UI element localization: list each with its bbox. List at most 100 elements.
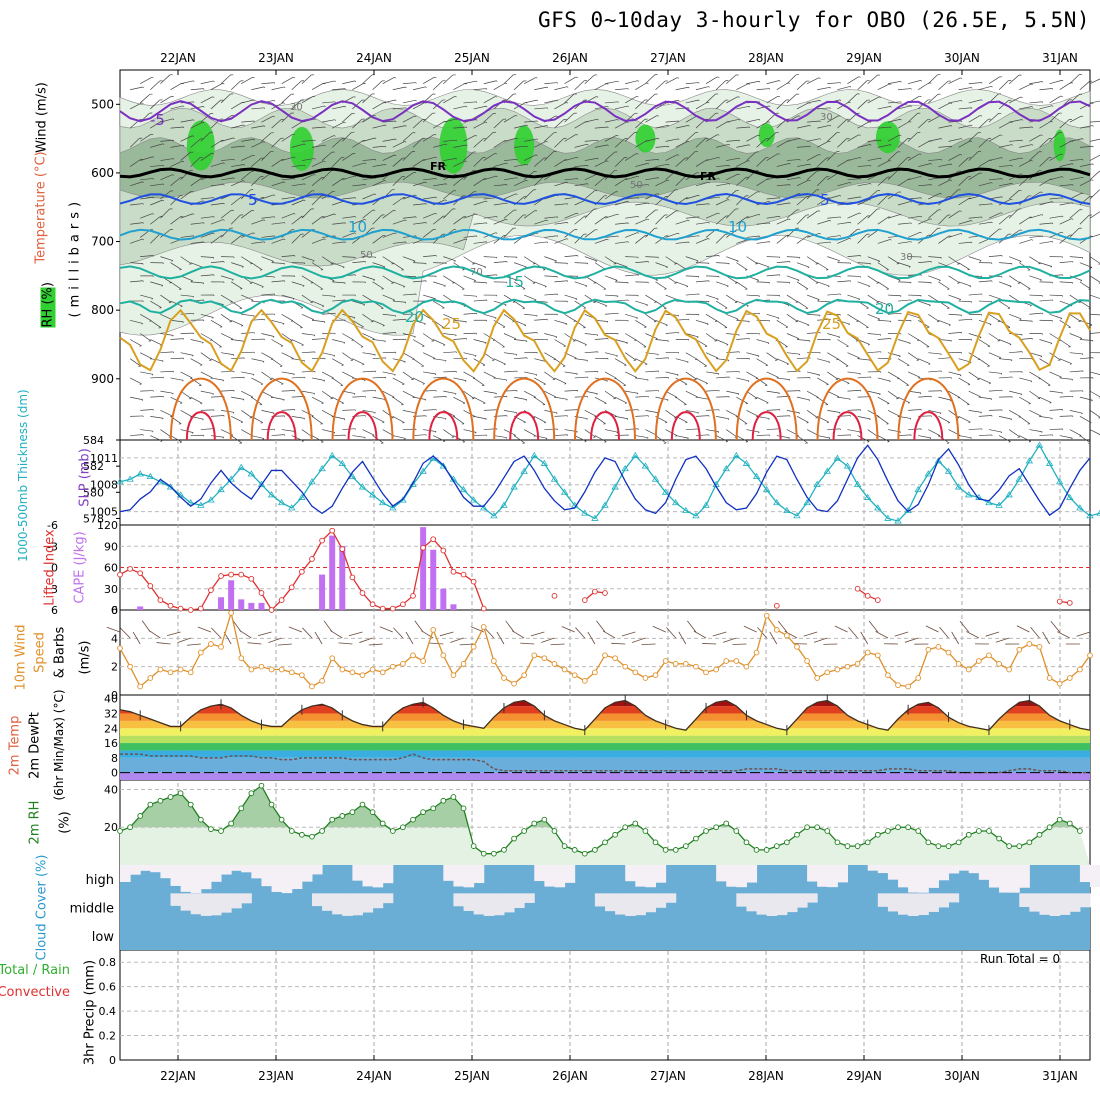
wind-barb	[291, 376, 305, 379]
wind-barb	[129, 158, 142, 167]
wind-barb	[796, 262, 810, 268]
cloud-high-gap	[271, 865, 283, 892]
wind-barb	[857, 183, 871, 187]
wind-barb-flag	[476, 80, 478, 83]
wind-barb	[837, 280, 851, 283]
wind-barb-flag	[333, 355, 336, 357]
wind-barb	[877, 106, 891, 110]
cloud-high-gap	[301, 865, 313, 882]
wind-barb	[918, 300, 931, 306]
cloud-mid-gap	[221, 893, 232, 913]
wind-barb	[584, 351, 598, 354]
wind-barb	[645, 294, 657, 303]
t2-tick-label: 40	[104, 693, 118, 706]
wind-barb	[311, 126, 325, 129]
wind-barb	[625, 274, 639, 277]
wind-barb-flag	[827, 285, 830, 288]
cloud-mid-gap	[928, 893, 939, 912]
wind10-barb	[959, 620, 970, 633]
wind-barb	[392, 241, 406, 244]
wind10-barb	[148, 629, 161, 639]
wind-barb	[625, 256, 639, 258]
wind-barb-flag	[172, 158, 175, 160]
cloud-high-gap	[544, 865, 555, 887]
wind-barb	[665, 371, 679, 376]
wind-barb-flag	[688, 125, 690, 127]
wind-barb-flag	[859, 157, 862, 159]
wind-barb-flag	[162, 418, 164, 420]
wind-barb-flag	[858, 298, 861, 301]
wind-barb	[554, 377, 567, 384]
cloud-high-gap	[291, 865, 303, 890]
wind-barb	[615, 105, 628, 110]
thickness-tick-label: 582	[83, 460, 104, 473]
wind-barb-flag	[617, 80, 619, 83]
li-tick-label: 0	[51, 562, 58, 575]
wind-barb	[170, 216, 182, 225]
wind-barb-flag	[1021, 119, 1023, 121]
wind-barb	[685, 390, 698, 398]
wind-barb-flag	[1052, 241, 1054, 243]
wind-barb	[463, 213, 476, 219]
wind10-point	[854, 660, 861, 667]
wind-barb-flag	[758, 81, 761, 83]
wind-barb	[514, 163, 527, 167]
wind-barb-flag	[1031, 144, 1034, 146]
wind10-point	[1006, 666, 1013, 673]
wind-barb	[1079, 163, 1093, 167]
wind-barb	[402, 115, 415, 123]
wind-barb	[806, 154, 819, 161]
cape-bar	[228, 580, 235, 610]
wind-barb	[715, 199, 729, 206]
wind-barb-flag	[152, 197, 154, 199]
wind-barb	[968, 82, 982, 85]
wind-barb	[382, 77, 395, 85]
wind-barb	[624, 132, 635, 142]
wind-barb	[776, 435, 790, 439]
wind-barb	[665, 410, 677, 419]
wind-barb-flag	[394, 232, 397, 234]
wind-barb-flag	[193, 235, 195, 237]
wind-barb-flag	[303, 360, 305, 362]
cloud-high-gap	[625, 865, 636, 882]
date-label-bottom: 24JAN	[356, 1069, 392, 1083]
wind-barb	[807, 313, 821, 316]
wind-barb	[544, 151, 554, 161]
wind-barb	[332, 121, 344, 129]
wind-barb-flag	[746, 305, 749, 307]
isotherm-35-dome	[832, 411, 863, 441]
wind-barb	[998, 416, 1012, 420]
wind-barb	[928, 115, 940, 123]
wind-barb	[241, 120, 255, 123]
wind-barb	[736, 160, 749, 167]
wind-barb	[554, 415, 568, 417]
wind-barb	[594, 160, 607, 167]
wind-barb-flag	[725, 441, 728, 443]
wind-barb	[1059, 358, 1072, 365]
wind-barb	[129, 377, 142, 385]
wind-barb	[523, 275, 536, 284]
wind-barb	[1029, 151, 1040, 161]
wind-barb	[382, 294, 395, 301]
wind-barb	[554, 203, 568, 206]
wind10-point	[824, 669, 831, 676]
wind-barb	[776, 218, 789, 225]
wind-barb	[362, 193, 375, 200]
wind-barb	[473, 241, 487, 244]
wind-barb-flag	[251, 299, 254, 302]
wind-barb	[736, 105, 750, 110]
wind-barb	[817, 377, 829, 385]
wind-barb	[796, 214, 807, 225]
rh-shade-90	[514, 125, 535, 166]
wind-barb	[140, 352, 152, 359]
wind-barb	[988, 333, 1000, 342]
wind10-barb	[368, 643, 383, 646]
rh2m-point	[895, 824, 901, 831]
wind-barb-flag	[404, 361, 406, 363]
wind-barb-flag	[293, 213, 296, 215]
date-label-top: 24JAN	[356, 51, 392, 65]
lifted-index-point	[420, 544, 426, 551]
wind-barb	[564, 255, 578, 257]
wind-barb	[210, 319, 223, 328]
wind-barb	[230, 101, 243, 110]
